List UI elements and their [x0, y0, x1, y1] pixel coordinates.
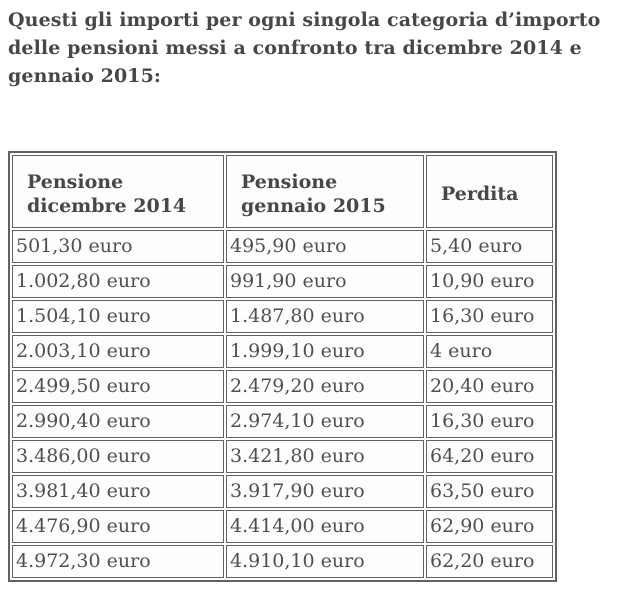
table-cell: 2.990,40 euro: [12, 405, 224, 438]
table-header-row: Pensione dicembre 2014 Pensione gennaio …: [12, 155, 553, 228]
table-cell: 4.972,30 euro: [12, 545, 224, 578]
table-row: 1.002,80 euro 991,90 euro 10,90 euro: [12, 265, 553, 298]
table-cell: 16,30 euro: [426, 405, 553, 438]
table-row: 501,30 euro 495,90 euro 5,40 euro: [12, 230, 553, 263]
table-cell: 64,20 euro: [426, 440, 553, 473]
table-cell: 2.974,10 euro: [226, 405, 424, 438]
table-row: 2.003,10 euro 1.999,10 euro 4 euro: [12, 335, 553, 368]
table-row: 1.504,10 euro 1.487,80 euro 16,30 euro: [12, 300, 553, 333]
column-header-label: dicembre 2014: [27, 195, 187, 217]
table-cell: 2.003,10 euro: [12, 335, 224, 368]
table-cell: 1.002,80 euro: [12, 265, 224, 298]
table-cell: 62,20 euro: [426, 545, 553, 578]
table-cell: 501,30 euro: [12, 230, 224, 263]
column-header-pensione-gennaio-2015: Pensione gennaio 2015: [226, 155, 424, 228]
pension-comparison-table: Pensione dicembre 2014 Pensione gennaio …: [8, 151, 557, 582]
table-cell: 495,90 euro: [226, 230, 424, 263]
intro-line: delle pensioni messi a confronto tra dic…: [8, 37, 582, 59]
table-cell: 63,50 euro: [426, 475, 553, 508]
column-header-label: Perdita: [441, 183, 519, 205]
table-row: 3.981,40 euro 3.917,90 euro 63,50 euro: [12, 475, 553, 508]
table-cell: 5,40 euro: [426, 230, 553, 263]
table-cell: 4 euro: [426, 335, 553, 368]
article-page: Questi gli importi per ogni singola cate…: [0, 6, 630, 589]
table-row: 2.499,50 euro 2.479,20 euro 20,40 euro: [12, 370, 553, 403]
table-cell: 991,90 euro: [226, 265, 424, 298]
table-cell: 3.486,00 euro: [12, 440, 224, 473]
table-cell: 1.999,10 euro: [226, 335, 424, 368]
intro-line: Questi gli importi per ogni singola cate…: [8, 9, 601, 31]
intro-line: gennaio 2015:: [8, 65, 162, 87]
table-cell: 3.981,40 euro: [12, 475, 224, 508]
table-row: 3.486,00 euro 3.421,80 euro 64,20 euro: [12, 440, 553, 473]
intro-paragraph: Questi gli importi per ogni singola cate…: [8, 6, 622, 90]
table-row: 4.972,30 euro 4.910,10 euro 62,20 euro: [12, 545, 553, 578]
table-row: 4.476,90 euro 4.414,00 euro 62,90 euro: [12, 510, 553, 543]
table-cell: 62,90 euro: [426, 510, 553, 543]
table-cell: 4.476,90 euro: [12, 510, 224, 543]
column-header-label: Pensione: [27, 171, 124, 193]
table-cell: 16,30 euro: [426, 300, 553, 333]
table-cell: 3.421,80 euro: [226, 440, 424, 473]
table-cell: 3.917,90 euro: [226, 475, 424, 508]
table-cell: 2.499,50 euro: [12, 370, 224, 403]
column-header-label: Pensione: [241, 171, 338, 193]
table-body: 501,30 euro 495,90 euro 5,40 euro 1.002,80 …: [12, 230, 553, 578]
table-cell: 2.479,20 euro: [226, 370, 424, 403]
table-cell: 10,90 euro: [426, 265, 553, 298]
table-cell: 1.487,80 euro: [226, 300, 424, 333]
column-header-label: gennaio 2015: [241, 195, 386, 217]
table-cell: 1.504,10 euro: [12, 300, 224, 333]
column-header-pensione-dicembre-2014: Pensione dicembre 2014: [12, 155, 224, 228]
table-cell: 4.910,10 euro: [226, 545, 424, 578]
column-header-perdita: Perdita: [426, 155, 553, 228]
table-cell: 4.414,00 euro: [226, 510, 424, 543]
table-row: 2.990,40 euro 2.974,10 euro 16,30 euro: [12, 405, 553, 438]
table-cell: 20,40 euro: [426, 370, 553, 403]
